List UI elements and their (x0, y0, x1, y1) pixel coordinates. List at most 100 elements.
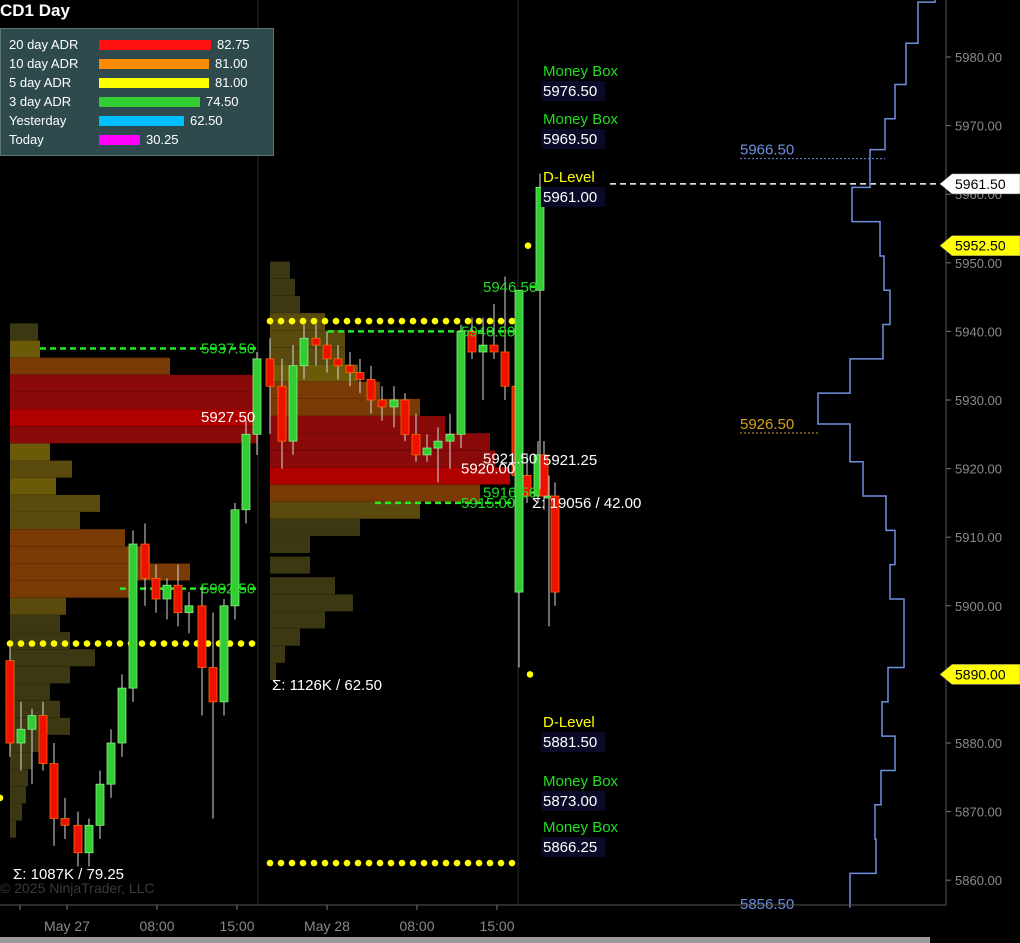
adr-row-yesterday: Yesterday 62.50 (9, 111, 223, 130)
volume-profile-may28 (270, 501, 420, 519)
level-value: 5969.50 (543, 131, 597, 148)
price-axis-label: 5930.00 (955, 393, 1002, 408)
dotted-level-marker (0, 794, 4, 802)
dotted-level-marker (486, 317, 494, 325)
adr-label: 5 day ADR (9, 75, 72, 90)
candle-body (550, 495, 560, 593)
volume-profile-may28 (270, 594, 353, 612)
dotted-level-marker (266, 859, 274, 867)
dotted-level-marker (409, 317, 417, 325)
candle-body (489, 344, 499, 353)
dotted-level-marker (365, 317, 373, 325)
dotted-level-marker (486, 859, 494, 867)
volume-profile-may27 (10, 700, 60, 718)
price-annotation: 5966.50 (740, 142, 794, 159)
volume-sigma-label: Σ: 1126K / 62.50 (272, 677, 382, 694)
candle-body (311, 337, 321, 346)
dotted-level-marker (475, 859, 483, 867)
candle-body (208, 667, 218, 703)
dotted-level-marker (39, 640, 47, 647)
dotted-level-marker (248, 640, 256, 647)
instrument-title: CD1 Day (0, 1, 70, 20)
time-axis-label: 15:00 (479, 918, 514, 934)
adr-value: 81.00 (215, 56, 248, 71)
adr-value: 62.50 (190, 113, 223, 128)
volume-profile-may28 (270, 645, 285, 663)
candle-body (299, 337, 309, 367)
candle-body (162, 584, 172, 600)
price-axis-label: 5940.00 (955, 324, 1002, 339)
candle-body (27, 715, 37, 730)
candle-body (219, 605, 229, 703)
volume-profile-may27 (10, 512, 80, 530)
dotted-level-marker (475, 317, 483, 325)
candle-body (277, 385, 287, 442)
level-value: 5866.25 (543, 839, 597, 856)
dotted-level-marker (160, 640, 168, 647)
dotted-level-marker (83, 640, 91, 647)
adr-bar (99, 96, 200, 107)
dotted-level-marker (310, 317, 318, 325)
adr-label: 20 day ADR (9, 37, 79, 52)
volume-profile-may28 (270, 662, 276, 680)
volume-profile-may27 (10, 477, 56, 495)
adr-bar (99, 77, 209, 88)
volume-profile-may27 (10, 769, 28, 787)
adr-bar (99, 115, 184, 126)
level-value: 5873.00 (543, 793, 597, 810)
level-value-bg (541, 187, 605, 207)
time-axis-label: May 27 (44, 918, 90, 934)
volume-profile-may27 (10, 649, 95, 667)
candle-body (265, 358, 275, 387)
candle-body (241, 433, 251, 511)
volume-profile-may27 (10, 786, 26, 804)
price-annotation: 5921.25 (543, 452, 597, 469)
adr-value: 74.50 (206, 94, 239, 109)
volume-profile-may27 (10, 443, 50, 461)
adr-bar (99, 134, 140, 145)
volume-profile-may27 (10, 426, 258, 444)
dotted-level-marker (17, 640, 25, 647)
candle-body (535, 186, 545, 291)
volume-profile-may28 (270, 536, 310, 554)
dotted-level-marker (288, 317, 296, 325)
volume-profile-may27 (10, 820, 16, 838)
volume-profile-may27 (10, 597, 66, 615)
candle-body (84, 824, 94, 854)
candle-body (288, 365, 298, 442)
dotted-level-marker (288, 859, 296, 867)
volume-profile-may27 (10, 683, 50, 701)
candle-body (117, 687, 127, 744)
price-annotation: 5915.00 (461, 495, 515, 512)
adr-label: Today (9, 132, 44, 147)
dotted-level-marker (299, 859, 307, 867)
candle-body (230, 509, 240, 607)
price-annotation: 5916.50 (483, 485, 537, 502)
volume-profile-may28 (270, 450, 495, 468)
volume-profile-may28 (270, 556, 310, 574)
adr-row-3day: 3 day ADR 74.50 (9, 92, 239, 111)
dotted-level-marker (6, 640, 14, 647)
candle-body (95, 783, 105, 826)
dotted-level-marker (310, 859, 318, 867)
level-name: Money Box (543, 773, 619, 790)
price-annotation: 5946.50 (483, 279, 537, 296)
adr-label: 10 day ADR (9, 56, 79, 71)
candle-body (5, 660, 15, 744)
price-flag-label: 5952.50 (955, 238, 1006, 254)
price-annotation: 5921.50 (483, 450, 537, 467)
dotted-level-marker (442, 859, 450, 867)
dotted-level-marker (116, 640, 124, 647)
dotted-level-marker (105, 640, 113, 647)
dotted-level-marker (171, 640, 179, 647)
level-value-bg (541, 837, 605, 857)
candle-body (500, 351, 510, 387)
dotted-level-marker (299, 317, 307, 325)
dotted-level-marker (464, 317, 472, 325)
price-annotation: 5937.50 (201, 341, 255, 358)
volume-profile-may28 (270, 295, 300, 313)
price-axis-label: 5980.00 (955, 50, 1002, 65)
volume-profile-may27 (10, 580, 130, 598)
horizontal-scrollbar (0, 937, 930, 943)
